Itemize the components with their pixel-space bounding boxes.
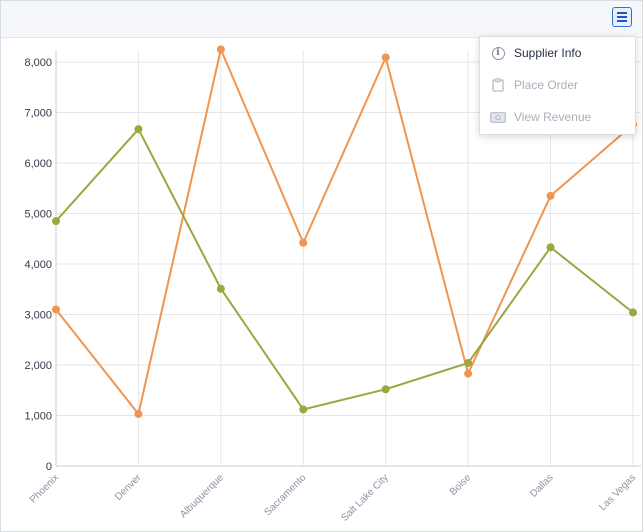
x-tick-label: Denver (113, 472, 144, 503)
x-tick-label: Boise (448, 472, 474, 498)
y-tick-label: 7,000 (24, 108, 52, 120)
x-tick-label: Dallas (528, 472, 555, 499)
menu-item-label: View Revenue (514, 110, 592, 124)
y-tick-label: 5,000 (24, 209, 52, 221)
data-point (134, 409, 143, 418)
menu-item-label: Place Order (514, 78, 579, 92)
data-point (52, 305, 60, 314)
hamburger-icon (617, 11, 627, 23)
x-tick-label: Phoenix (28, 472, 61, 505)
data-point (299, 238, 308, 247)
data-point (216, 45, 225, 54)
data-point (381, 385, 390, 394)
chart-toolbar (1, 1, 642, 38)
y-tick-label: 0 (46, 461, 52, 473)
menu-item-place-order[interactable]: Place Order (480, 69, 635, 101)
y-tick-label: 1,000 (24, 411, 52, 423)
data-point (546, 243, 555, 252)
x-tick-label: Las Vegas (597, 472, 638, 513)
data-point (299, 405, 308, 414)
data-point (546, 191, 555, 200)
clipboard-icon (490, 77, 506, 93)
data-point (216, 284, 225, 293)
x-tick-label: Sacramento (263, 472, 309, 518)
y-tick-label: 4,000 (24, 259, 52, 271)
series-line (55, 46, 634, 417)
data-point (464, 358, 473, 367)
y-tick-label: 2,000 (24, 360, 52, 372)
data-point (464, 369, 473, 378)
y-tick-label: 8,000 (24, 57, 52, 69)
data-point (52, 217, 60, 226)
chart-menu-dropdown: i Supplier Info Place Order View Revenue (479, 36, 636, 135)
hamburger-menu-button[interactable] (612, 7, 632, 27)
info-icon: i (490, 45, 506, 61)
x-tick-label: Albuquerque (178, 472, 226, 520)
menu-item-label: Supplier Info (514, 46, 582, 60)
menu-item-supplier-info[interactable]: i Supplier Info (480, 37, 635, 69)
x-tick-label: Salt Lake City (339, 472, 390, 523)
y-tick-label: 6,000 (24, 158, 52, 170)
data-point (381, 53, 390, 62)
money-icon (490, 109, 506, 125)
line-chart: 0 1,000 2,000 3,000 4,000 5,000 6,000 7,000 8,00… (24, 45, 641, 524)
y-tick-label: 3,000 (24, 310, 52, 322)
data-point (629, 308, 637, 317)
menu-item-view-revenue[interactable]: View Revenue (480, 101, 635, 133)
series-line (55, 127, 634, 411)
data-point (134, 125, 143, 134)
